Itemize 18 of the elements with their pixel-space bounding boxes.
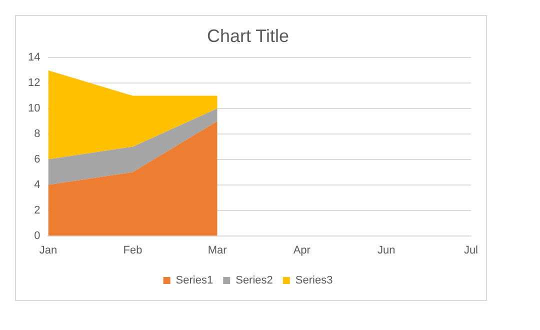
x-tick-label: Jul <box>464 244 478 256</box>
legend-label: Series2 <box>236 274 273 287</box>
y-tick-label: 12 <box>28 77 40 90</box>
x-tick-label: Feb <box>123 244 142 256</box>
x-tick-label: Apr <box>293 244 311 256</box>
x-tick-label: Jan <box>39 244 58 256</box>
y-tick-label: 0 <box>34 230 40 242</box>
y-tick-label: 4 <box>34 178 40 191</box>
x-tick-label: Jun <box>378 244 396 256</box>
y-tick-label: 14 <box>28 52 40 64</box>
y-tick-label: 10 <box>28 102 40 115</box>
legend-label: Series1 <box>176 274 214 287</box>
chart-title: Chart Title <box>206 26 290 46</box>
y-tick-label: 8 <box>34 128 40 140</box>
y-tick-label: 6 <box>34 153 40 166</box>
legend-label: Series3 <box>295 274 333 287</box>
x-tick-label: Mar <box>208 244 228 256</box>
y-tick-label: 2 <box>34 204 40 216</box>
